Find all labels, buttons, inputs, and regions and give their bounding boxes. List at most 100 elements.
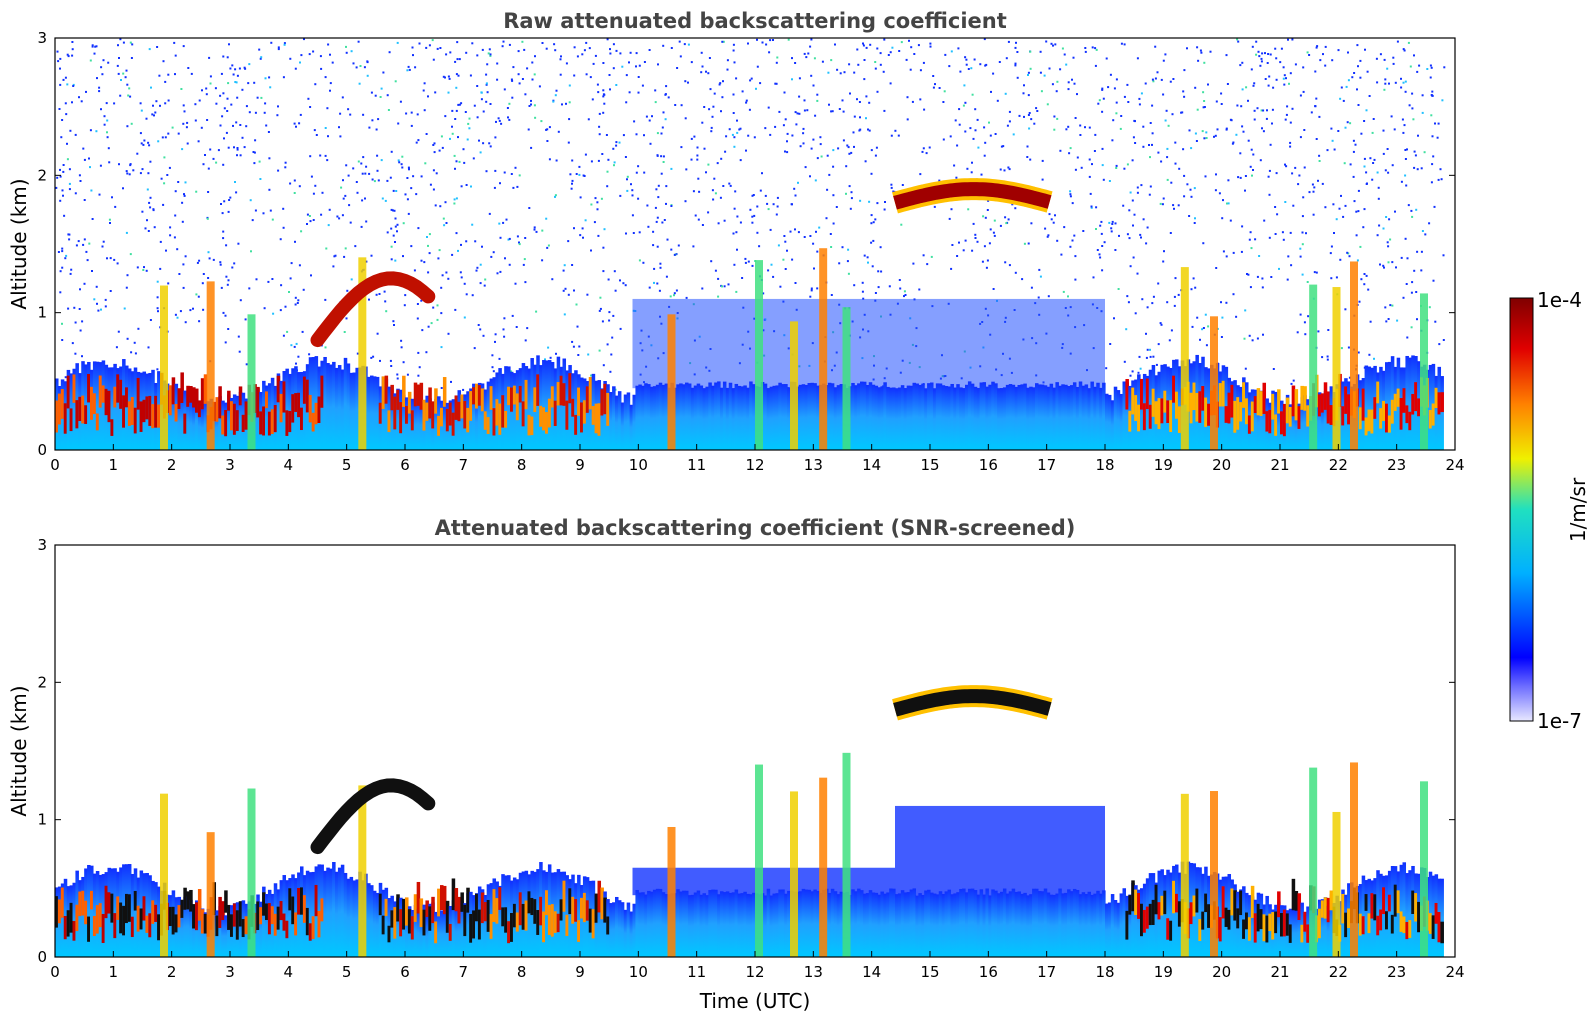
bl-column	[924, 890, 928, 957]
noise-pixel	[1377, 186, 1380, 189]
noise-pixel	[1262, 130, 1265, 133]
noise-pixel	[307, 97, 310, 100]
bl-core	[300, 887, 304, 915]
bl-column	[1140, 380, 1144, 450]
noise-pixel	[1264, 78, 1267, 80]
bl-column	[276, 373, 281, 450]
x-tick-label: 13	[804, 456, 823, 474]
noise-pixel	[1250, 247, 1253, 250]
noise-pixel	[887, 54, 890, 56]
bl-column	[833, 387, 838, 450]
bl-column	[568, 879, 572, 957]
noise-pixel	[756, 205, 759, 208]
bl-column	[1364, 880, 1369, 957]
noise-pixel	[294, 296, 297, 299]
noise-pixel	[906, 96, 909, 99]
noise-pixel	[526, 327, 529, 330]
bl-column	[559, 366, 564, 450]
noise-pixel	[922, 61, 925, 64]
noise-pixel	[1173, 207, 1175, 210]
bl-column	[215, 404, 219, 450]
noise-pixel	[1365, 109, 1368, 112]
noise-pixel	[163, 156, 166, 159]
noise-pixel	[142, 143, 145, 146]
bl-core	[154, 904, 158, 922]
noise-pixel	[1152, 355, 1155, 358]
bl-column	[950, 383, 954, 450]
bl-core	[1204, 893, 1208, 913]
bl-column	[985, 888, 989, 957]
bl-core	[1177, 901, 1182, 927]
noise-pixel	[1352, 175, 1355, 178]
noise-pixel	[795, 123, 798, 126]
noise-pixel	[454, 60, 457, 63]
bl-column	[1011, 888, 1016, 957]
noise-pixel	[269, 209, 272, 212]
noise-pixel	[485, 83, 488, 86]
bl-column	[425, 395, 429, 450]
bl-column	[1011, 384, 1016, 450]
noise-pixel	[120, 79, 122, 81]
bl-core	[1259, 391, 1264, 417]
noise-pixel	[517, 73, 520, 76]
bl-column	[1070, 385, 1074, 450]
noise-pixel	[703, 147, 706, 150]
bl-core	[98, 375, 103, 408]
bl-core	[189, 386, 193, 403]
noise-pixel	[1131, 199, 1134, 202]
noise-pixel	[233, 146, 235, 149]
noise-pixel	[1301, 243, 1304, 246]
noise-pixel	[1250, 148, 1253, 151]
bl-core	[568, 888, 572, 915]
y-tick-label: 3	[37, 29, 47, 47]
bl-column	[687, 383, 692, 450]
noise-pixel	[1237, 40, 1240, 43]
noise-pixel	[554, 49, 557, 52]
bl-core	[1402, 916, 1407, 934]
noise-pixel	[176, 248, 179, 251]
noise-pixel	[1194, 217, 1196, 220]
noise-pixel	[1289, 145, 1292, 148]
bl-core	[1271, 912, 1275, 940]
colorbar: 1e-4 1e-7 1/m/sr	[1509, 288, 1590, 733]
bl-core	[1317, 394, 1322, 417]
x-tick-label: 16	[979, 456, 998, 474]
noise-pixel	[1205, 344, 1208, 347]
noise-pixel	[1115, 167, 1118, 169]
noise-pixel	[1387, 261, 1390, 264]
noise-pixel	[1023, 242, 1026, 245]
noise-pixel	[272, 312, 275, 315]
noise-pixel	[772, 203, 775, 206]
noise-pixel	[683, 43, 686, 46]
noise-pixel	[962, 249, 965, 252]
noise-pixel	[429, 183, 432, 186]
noise-pixel	[106, 257, 108, 260]
bl-column	[612, 902, 616, 957]
noise-pixel	[1285, 77, 1287, 80]
noise-pixel	[314, 83, 317, 86]
noise-pixel	[1369, 320, 1372, 323]
noise-pixel	[466, 138, 469, 141]
noise-pixel	[769, 39, 772, 42]
bl-column	[932, 388, 937, 450]
noise-pixel	[1271, 108, 1274, 111]
noise-pixel	[673, 253, 676, 256]
noise-pixel	[875, 146, 878, 149]
noise-pixel	[1170, 181, 1173, 184]
noise-pixel	[1244, 367, 1247, 370]
bl-column	[982, 894, 987, 957]
noise-pixel	[1431, 135, 1434, 138]
noise-pixel	[847, 146, 850, 149]
noise-pixel	[596, 201, 599, 204]
noise-pixel	[473, 104, 476, 107]
bl-core	[396, 894, 400, 922]
x-tick-label: 8	[517, 963, 527, 981]
bl-core	[466, 887, 470, 913]
bl-column	[810, 891, 814, 957]
noise-pixel	[1040, 90, 1043, 93]
noise-pixel	[343, 331, 346, 333]
bl-core	[183, 887, 187, 910]
noise-pixel	[1363, 157, 1366, 160]
bl-core	[521, 903, 526, 930]
bl-core	[507, 921, 511, 944]
